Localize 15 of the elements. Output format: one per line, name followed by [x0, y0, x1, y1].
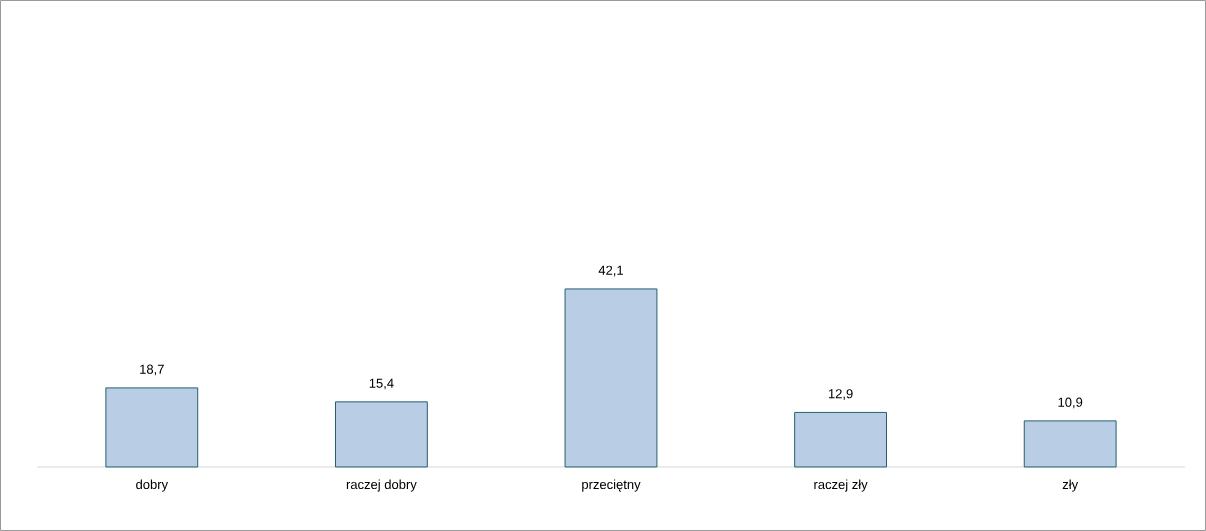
bar — [1023, 420, 1117, 468]
data-label: 18,7 — [140, 364, 164, 376]
x-tick-label: dobry — [136, 479, 169, 492]
x-tick-label: raczej zły — [814, 479, 868, 492]
x-tick-label: raczej dobry — [346, 479, 417, 492]
data-label: 12,9 — [828, 389, 853, 400]
data-label: 42,1 — [598, 265, 624, 277]
bar — [334, 401, 428, 468]
bar — [794, 411, 888, 468]
bar — [564, 288, 658, 468]
x-tick-label: przeciętny — [582, 479, 641, 492]
x-tick-label: zły — [1062, 479, 1079, 492]
data-label: 10,9 — [1058, 397, 1083, 409]
data-label: 15,4 — [369, 378, 394, 390]
bar — [105, 387, 199, 468]
